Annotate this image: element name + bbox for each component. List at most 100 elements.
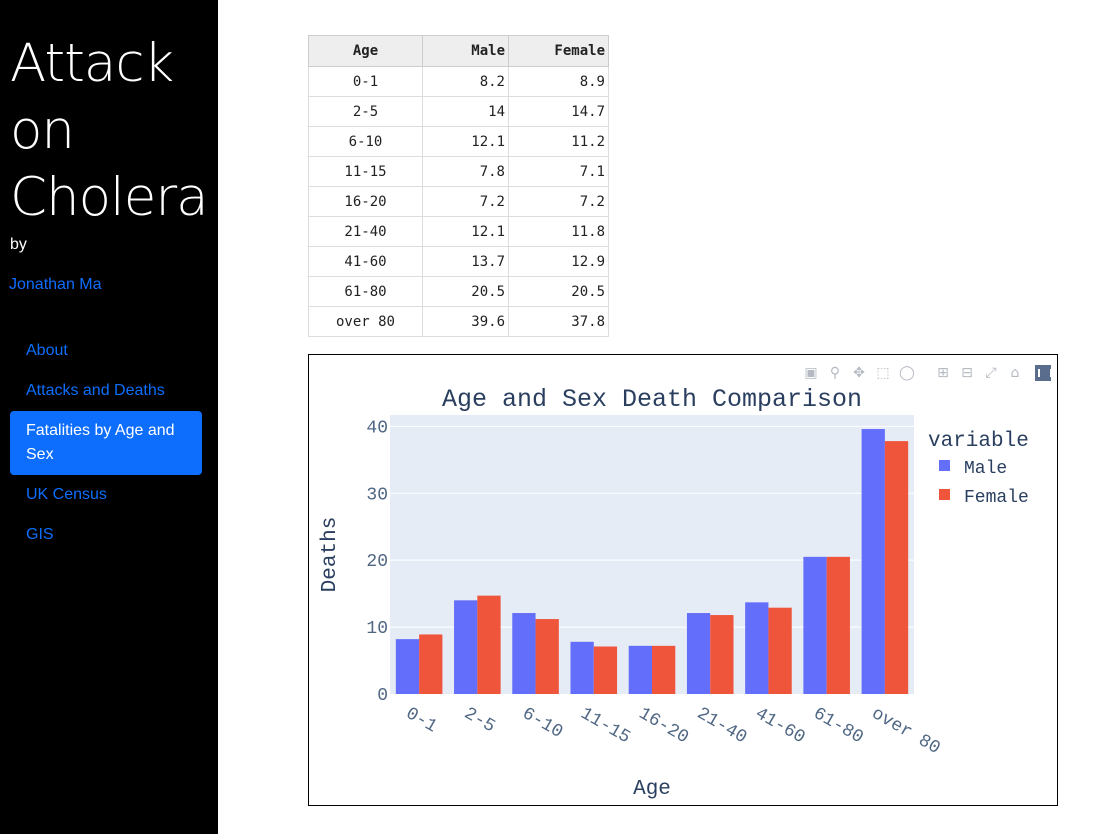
y-tick-label: 0 — [377, 686, 388, 706]
y-tick-label: 10 — [366, 619, 388, 639]
x-tick-label: 41-60 — [751, 704, 808, 748]
y-tick-label: 20 — [366, 552, 388, 572]
pan-icon[interactable]: ✥ — [853, 365, 865, 381]
cell-male: 14 — [422, 96, 509, 127]
lasso-icon[interactable]: ◯ — [899, 365, 915, 381]
bar-male — [570, 641, 594, 694]
table-row: 21-40 12.1 11.8 — [308, 216, 609, 247]
legend-swatch-female — [939, 489, 950, 500]
bar-female — [710, 615, 734, 694]
cell-age: 16-20 — [308, 186, 423, 217]
cell-age: 41-60 — [308, 246, 423, 277]
bar-female — [477, 595, 501, 694]
cell-male: 8.2 — [422, 66, 509, 97]
cell-female: 14.7 — [508, 96, 609, 127]
cell-age: 61-80 — [308, 276, 423, 307]
cell-age: 11-15 — [308, 156, 423, 187]
cell-age: over 80 — [308, 306, 423, 337]
legend-swatch-male — [939, 460, 950, 471]
table-row: 2-5 14 14.7 — [308, 96, 609, 127]
bar-male — [861, 429, 885, 694]
table-row: 41-60 13.7 12.9 — [308, 246, 609, 277]
y-axis-label: Deaths — [319, 517, 342, 593]
table-row: 11-15 7.8 7.1 — [308, 156, 609, 187]
x-tick-label: 11-15 — [577, 704, 634, 748]
zoom-out-icon[interactable]: ⊟ — [961, 365, 973, 381]
cell-female: 11.2 — [508, 126, 609, 157]
cell-female: 37.8 — [508, 306, 609, 337]
cell-female: 8.9 — [508, 66, 609, 97]
cell-female: 12.9 — [508, 246, 609, 277]
nav-item-about[interactable]: About — [26, 342, 68, 359]
box-select-icon[interactable]: ⬚ — [876, 365, 890, 381]
cell-male: 39.6 — [422, 306, 509, 337]
bar-female — [535, 619, 559, 694]
bar-male — [454, 600, 478, 694]
table-row: 6-10 12.1 11.2 — [308, 126, 609, 157]
bar-chart[interactable]: 0 10 20 30 40 0-1 2-5 6-10 11-15 16-20 21-40 41-60 6… — [309, 355, 1059, 807]
bar-male — [395, 639, 420, 694]
nav-item-uk-census[interactable]: UK Census — [26, 486, 107, 503]
bar-male — [628, 645, 652, 694]
table-header-row: Age Male Female — [308, 35, 609, 67]
x-axis-label: Age — [633, 778, 671, 801]
sidebar: Attack on Cholera by Jonathan Ma About A… — [0, 0, 218, 834]
cell-male: 12.1 — [422, 126, 509, 157]
legend-label-female: Female — [964, 488, 1029, 508]
x-tick-label: 21-40 — [693, 704, 750, 748]
plotly-logo-icon[interactable] — [1035, 365, 1052, 381]
column-header-age[interactable]: Age — [308, 35, 423, 67]
chart-title: Age and Sex Death Comparison — [442, 385, 862, 414]
column-header-female[interactable]: Female — [508, 35, 609, 67]
bar-female — [593, 646, 618, 694]
x-tick-label: 2-5 — [460, 704, 498, 738]
cell-male: 7.8 — [422, 156, 509, 187]
chart-modebar: ▣ ⚲ ✥ ⬚ ◯ ⊞ ⊟ ⤢ ⌂ — [801, 364, 1052, 382]
bar-male — [745, 602, 769, 694]
x-tick-label: over 80 — [868, 704, 943, 759]
bar-female — [419, 634, 443, 694]
cell-male: 7.2 — [422, 186, 509, 217]
bar-female — [768, 607, 792, 694]
zoom-in-icon[interactable]: ⊞ — [937, 365, 949, 381]
x-tick-label: 6-10 — [519, 704, 566, 743]
cell-age: 0-1 — [308, 66, 423, 97]
sidebar-nav: About Attacks and Deaths Fatalities by A… — [10, 331, 202, 555]
cell-female: 7.1 — [508, 156, 609, 187]
cell-female: 7.2 — [508, 186, 609, 217]
y-tick-label: 40 — [366, 418, 388, 438]
legend-title: variable — [928, 430, 1029, 453]
site-title: Attack on Cholera — [10, 33, 209, 228]
chart-container: 0 10 20 30 40 0-1 2-5 6-10 11-15 16-20 21-40 41-60 6… — [308, 354, 1058, 806]
camera-icon[interactable]: ▣ — [804, 365, 818, 381]
cell-male: 13.7 — [422, 246, 509, 277]
cell-age: 6-10 — [308, 126, 423, 157]
cell-age: 2-5 — [308, 96, 423, 127]
byline-label: by — [10, 236, 27, 253]
nav-item-attacks-and-deaths[interactable]: Attacks and Deaths — [26, 382, 165, 399]
table-row: 61-80 20.5 20.5 — [308, 276, 609, 307]
x-tick-label: 61-80 — [810, 704, 867, 748]
nav-item-fatalities-by-age-and-sex[interactable]: Fatalities by Age and Sex — [10, 411, 202, 475]
cell-male: 20.5 — [422, 276, 509, 307]
table-row: 16-20 7.2 7.2 — [308, 186, 609, 217]
table-row: over 80 39.6 37.8 — [308, 306, 609, 337]
x-tick-label: 16-20 — [635, 704, 692, 748]
author-link[interactable]: Jonathan Ma — [9, 276, 102, 293]
bar-male — [512, 613, 536, 694]
x-tick-label: 0-1 — [402, 704, 440, 738]
column-header-male[interactable]: Male — [422, 35, 509, 67]
bar-female — [652, 645, 676, 694]
bar-male — [803, 556, 827, 694]
bar-female — [826, 556, 850, 694]
nav-item-gis[interactable]: GIS — [26, 526, 54, 543]
bar-female — [884, 441, 909, 694]
zoom-icon[interactable]: ⚲ — [829, 365, 841, 381]
table-row: 0-1 8.2 8.9 — [308, 66, 609, 97]
y-tick-label: 30 — [366, 485, 388, 505]
reset-axes-icon[interactable]: ⌂ — [1010, 365, 1020, 381]
autoscale-icon[interactable]: ⤢ — [985, 365, 997, 381]
bar-male — [686, 613, 711, 694]
fatalities-table: Age Male Female 0-1 8.2 8.9 2-5 14 14.7 6-10… — [308, 35, 609, 337]
cell-female: 20.5 — [508, 276, 609, 307]
